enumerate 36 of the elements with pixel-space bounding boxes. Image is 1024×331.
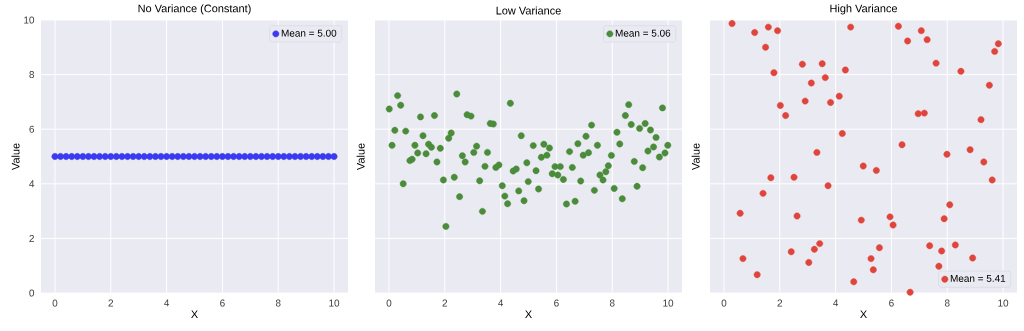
x-tick-label: 6 <box>554 299 559 307</box>
x-axis-title: X <box>191 310 198 318</box>
y-tick-label: 8 <box>29 71 35 79</box>
x-tick-label: 2 <box>777 299 783 307</box>
x-tick-label: 10 <box>663 299 674 307</box>
y-tick-label: 0 <box>29 289 35 297</box>
x-tick-label: 2 <box>442 299 448 307</box>
x-tick-label: 0 <box>52 299 58 307</box>
y-tick-label: 2 <box>29 234 34 242</box>
y-tick-label: 4 <box>29 180 35 188</box>
x-tick-label: 10 <box>329 299 340 307</box>
x-tick-label: 8 <box>944 299 950 307</box>
chart-title: Low Variance <box>496 6 561 15</box>
y-axis-title: Value <box>691 143 700 171</box>
x-tick-label: 4 <box>833 299 839 307</box>
x-tick-label: 2 <box>108 299 114 307</box>
legend-label: Mean = 5.06 <box>615 29 671 37</box>
x-axis-title: X <box>860 310 867 318</box>
x-tick-label: 4 <box>164 299 170 307</box>
legend-label: Mean = 5.00 <box>281 29 337 37</box>
chart-title: No Variance (Constant) <box>138 4 251 15</box>
y-tick-label: 6 <box>29 125 35 133</box>
x-tick-label: 0 <box>721 299 727 307</box>
x-tick-label: 10 <box>998 299 1009 307</box>
x-tick-label: 8 <box>609 299 615 307</box>
x-tick-label: 0 <box>386 299 392 307</box>
legend-label: Mean = 5.41 <box>950 275 1006 282</box>
y-axis-title: Value <box>356 143 365 171</box>
chart-title: High Variance <box>830 4 898 15</box>
x-tick-label: 4 <box>498 299 504 307</box>
x-tick-label: 6 <box>220 299 225 307</box>
x-tick-label: 8 <box>275 299 281 307</box>
y-axis-title: Value <box>11 143 20 171</box>
y-tick-label: 10 <box>24 16 35 24</box>
x-tick-label: 6 <box>889 299 894 307</box>
x-axis-title: X <box>525 310 532 318</box>
